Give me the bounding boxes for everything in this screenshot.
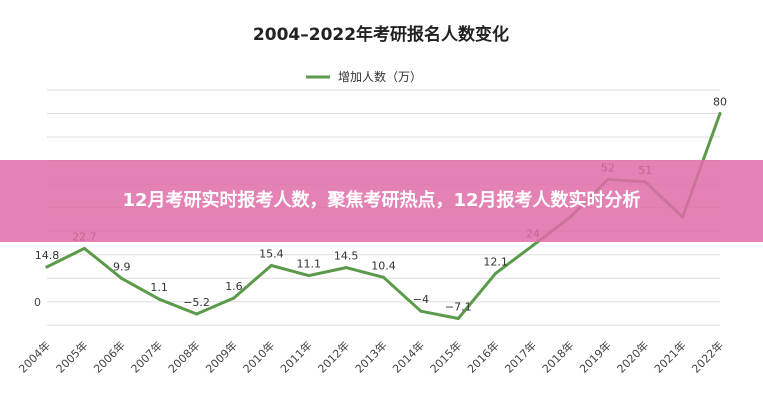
data-label: 80: [713, 96, 727, 109]
data-label: −4: [413, 293, 429, 306]
legend: 增加人数（万）: [306, 69, 422, 84]
x-tick-label: 2022年: [689, 338, 726, 375]
data-label: 10.4: [371, 259, 396, 272]
data-point: [157, 297, 161, 301]
x-tick-label: 2012年: [315, 338, 352, 375]
x-tick-label: 2016年: [464, 338, 501, 375]
chart-title: 2004–2022年考研报名人数变化: [253, 24, 509, 45]
x-tick-label: 2010年: [240, 338, 277, 375]
banner-text: 12月考研实时报考人数，聚焦考研热点，12月报考人数实时分析: [122, 190, 641, 211]
data-point: [195, 312, 199, 316]
data-point: [344, 266, 348, 270]
data-point: [382, 275, 385, 279]
data-point: [82, 246, 86, 250]
data-point: [494, 271, 498, 275]
x-axis-ticks: 2004年 2005年 2006年 2007年 2008年 2009年 2010年 2011年…: [16, 338, 726, 375]
data-point: [718, 112, 722, 116]
data-label: −5.2: [183, 296, 210, 309]
data-label: 9.9: [113, 260, 131, 273]
y-tick-label: 0: [34, 296, 41, 309]
x-tick-label: 2015年: [427, 338, 464, 375]
data-label: −7.1: [445, 300, 472, 313]
data-label: 11.1: [296, 258, 321, 271]
data-point: [456, 316, 460, 320]
y-axis-ticks: 0: [34, 296, 41, 309]
x-tick-label: 2005年: [53, 338, 90, 375]
x-tick-label: 2011年: [277, 338, 314, 375]
data-point: [531, 243, 535, 247]
data-label: 14.5: [334, 250, 359, 263]
overlay-banner: 12月考研实时报考人数，聚焦考研热点，12月报考人数实时分析: [0, 160, 763, 242]
x-tick-label: 2004年: [16, 338, 53, 375]
x-tick-label: 2009年: [203, 338, 240, 375]
data-label: 15.4: [259, 248, 284, 261]
x-tick-label: 2019年: [576, 338, 613, 375]
data-label: 1.1: [150, 281, 168, 294]
data-point: [232, 296, 236, 300]
data-point: [269, 264, 273, 268]
x-tick-label: 2013年: [352, 338, 389, 375]
data-label: 12.1: [483, 255, 508, 268]
data-label: 14.8: [35, 249, 60, 262]
x-tick-label: 2008年: [165, 338, 202, 375]
x-tick-label: 2007年: [128, 338, 165, 375]
data-point: [307, 274, 311, 278]
x-tick-label: 2014年: [390, 338, 427, 375]
x-tick-label: 2020年: [614, 338, 651, 375]
data-label: 1.6: [225, 280, 243, 293]
legend-label: 增加人数（万）: [338, 69, 422, 84]
x-tick-label: 2021年: [651, 338, 688, 375]
x-tick-label: 2006年: [90, 338, 127, 375]
data-point: [120, 276, 124, 280]
data-point: [45, 265, 49, 269]
x-tick-label: 2018年: [539, 338, 576, 375]
x-tick-label: 2017年: [502, 338, 539, 375]
data-point: [419, 309, 423, 313]
